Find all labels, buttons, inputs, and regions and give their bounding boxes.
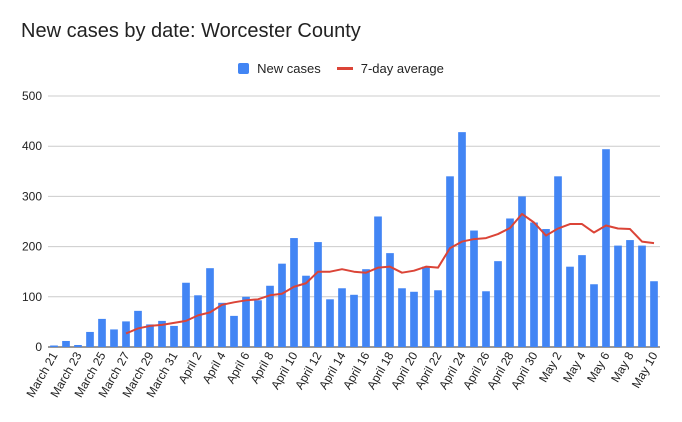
bar[interactable] [74, 344, 82, 347]
bar[interactable] [410, 291, 418, 347]
legend-item-7-day-average[interactable]: 7-day average [336, 60, 444, 76]
x-tick-label: May 2 [536, 349, 565, 385]
bar[interactable] [314, 242, 322, 347]
y-tick-label: 400 [22, 139, 42, 153]
bar[interactable] [542, 229, 550, 347]
bar[interactable] [290, 238, 298, 347]
bar[interactable] [554, 176, 562, 347]
bar[interactable] [218, 302, 226, 347]
bar[interactable] [230, 315, 238, 347]
bar[interactable] [398, 288, 406, 347]
bar[interactable] [278, 263, 286, 347]
bar[interactable] [470, 230, 478, 347]
y-tick-label: 300 [22, 189, 42, 203]
y-tick-label: 500 [22, 89, 42, 103]
bar[interactable] [386, 253, 394, 347]
bar[interactable] [86, 331, 94, 347]
bar[interactable] [626, 240, 634, 347]
bar[interactable] [602, 149, 610, 347]
legend-swatch-bar [238, 62, 250, 74]
bar[interactable] [482, 291, 490, 347]
legend-item-new-cases[interactable]: New cases [238, 61, 321, 76]
legend-swatch-line [336, 66, 353, 70]
bar[interactable] [530, 222, 538, 347]
bar[interactable] [374, 216, 382, 347]
bar[interactable] [326, 299, 334, 347]
line-7-day-average[interactable] [125, 212, 655, 335]
y-tick-label: 100 [22, 290, 42, 304]
bar[interactable] [206, 268, 214, 347]
bar[interactable] [122, 321, 130, 347]
bar[interactable] [338, 288, 346, 347]
bar[interactable] [362, 269, 370, 347]
bar[interactable] [518, 196, 526, 347]
bar[interactable] [446, 176, 454, 347]
bar[interactable] [302, 275, 310, 347]
bar[interactable] [614, 245, 622, 347]
bar[interactable] [350, 294, 358, 347]
bar[interactable] [566, 266, 574, 347]
bar[interactable] [506, 218, 514, 347]
bar[interactable] [650, 281, 658, 347]
x-tick-label: May 4 [560, 349, 589, 385]
bar[interactable] [590, 284, 598, 347]
bar[interactable] [242, 296, 250, 347]
bar[interactable] [422, 266, 430, 347]
y-tick-label: 200 [22, 240, 42, 254]
bar[interactable] [182, 282, 190, 347]
y-tick-label: 0 [35, 340, 42, 354]
legend: New cases 7-day average [0, 59, 682, 77]
bar[interactable] [434, 290, 442, 347]
bar[interactable] [170, 325, 178, 347]
bar[interactable] [194, 295, 202, 347]
bar[interactable] [98, 318, 106, 347]
chart-title: New cases by date: Worcester County [21, 20, 361, 42]
x-tick-label: May 6 [584, 349, 613, 385]
bar[interactable] [110, 329, 118, 347]
bar[interactable] [578, 255, 586, 347]
legend-label-7-day-average: 7-day average [360, 60, 444, 76]
bar[interactable] [254, 300, 262, 347]
bar[interactable] [50, 345, 58, 347]
bar[interactable] [494, 261, 502, 347]
bar[interactable] [62, 340, 70, 347]
bar[interactable] [458, 132, 466, 347]
bar[interactable] [158, 320, 166, 347]
bar[interactable] [266, 285, 274, 347]
legend-label-new-cases: New cases [257, 60, 321, 76]
bar[interactable] [146, 324, 154, 347]
bar[interactable] [638, 245, 646, 347]
